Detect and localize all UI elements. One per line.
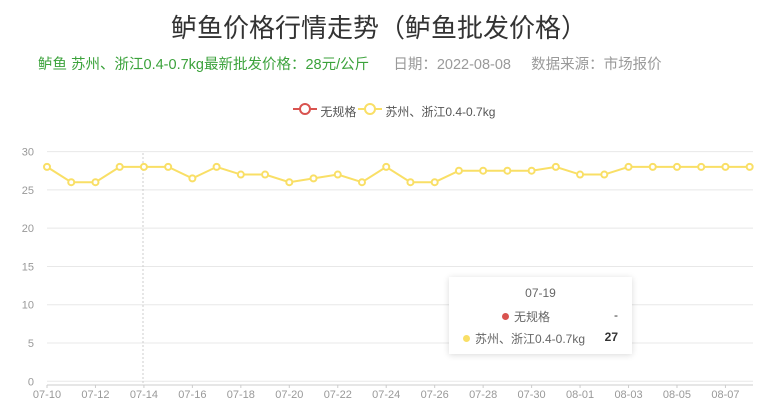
svg-text:07-28: 07-28 (469, 389, 497, 401)
svg-text:07-20: 07-20 (275, 389, 303, 401)
svg-text:07-10: 07-10 (33, 389, 61, 401)
svg-text:08-05: 08-05 (663, 389, 691, 401)
svg-text:08-01: 08-01 (566, 389, 594, 401)
svg-text:07-26: 07-26 (421, 389, 449, 401)
svg-text:07-14: 07-14 (130, 389, 158, 401)
svg-text:07-16: 07-16 (178, 389, 206, 401)
svg-text:30: 30 (22, 147, 34, 159)
svg-text:25: 25 (22, 185, 34, 197)
svg-text:08-03: 08-03 (614, 389, 642, 401)
svg-text:10: 10 (22, 300, 34, 312)
svg-text:0: 0 (28, 376, 34, 388)
svg-text:07-18: 07-18 (227, 389, 255, 401)
svg-text:07-30: 07-30 (518, 389, 546, 401)
svg-text:08-07: 08-07 (711, 389, 739, 401)
svg-text:07-12: 07-12 (81, 389, 109, 401)
svg-text:20: 20 (22, 223, 34, 235)
svg-text:15: 15 (22, 261, 34, 273)
svg-text:07-22: 07-22 (324, 389, 352, 401)
svg-text:5: 5 (28, 338, 34, 350)
svg-text:07-24: 07-24 (372, 389, 400, 401)
